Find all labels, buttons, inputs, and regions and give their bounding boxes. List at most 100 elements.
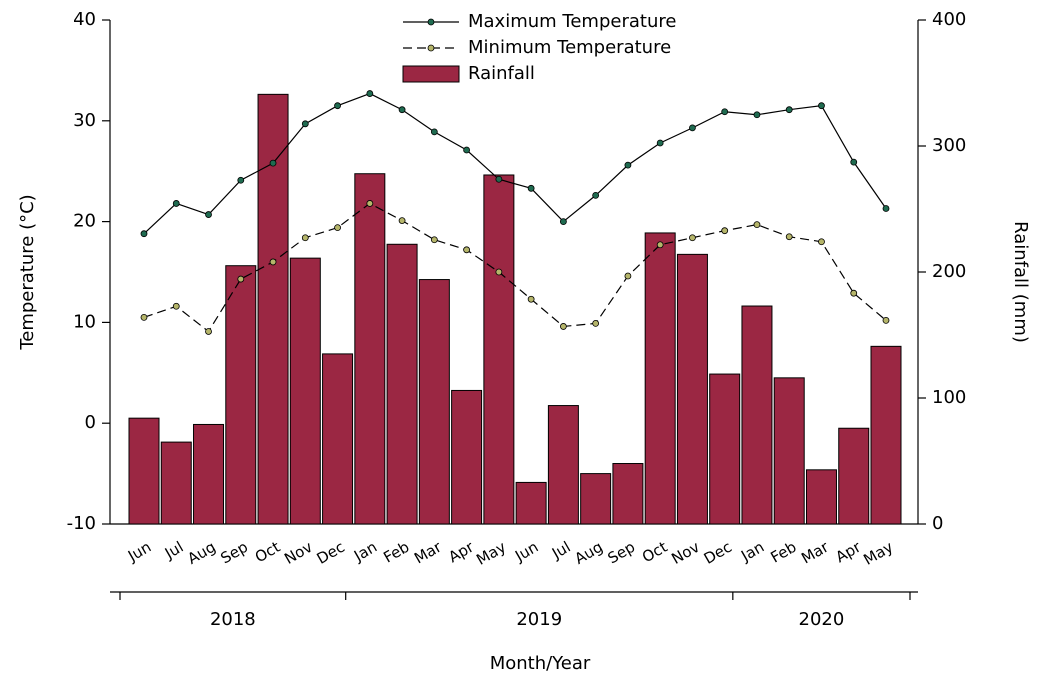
point	[237, 275, 245, 283]
x-tick-label: Oct	[639, 538, 671, 567]
point	[269, 159, 277, 167]
point	[721, 227, 729, 235]
bar	[644, 232, 676, 525]
bar	[612, 463, 644, 525]
legend-label: Minimum Temperature	[468, 37, 671, 58]
point	[172, 302, 180, 310]
x-tick-label: Mar	[798, 537, 832, 567]
y2-axis-title: Rainfall (mm)	[1010, 221, 1031, 343]
legend-marker	[427, 18, 435, 26]
x-tick-label: Apr	[833, 537, 865, 566]
x-tick-label: Nov	[668, 538, 702, 568]
point	[301, 120, 309, 128]
point	[398, 217, 406, 224]
x-axis-title: Month/Year	[490, 653, 591, 674]
x-tick-label: Nov	[281, 538, 315, 568]
y-tick-label: -10	[67, 513, 96, 534]
line	[143, 92, 887, 235]
y2-tick-label: 300	[932, 135, 966, 156]
x-tick-label: Jan	[737, 538, 767, 566]
bar	[580, 473, 612, 525]
bar	[354, 173, 386, 525]
point	[205, 211, 212, 218]
legend-label: Rainfall	[468, 63, 535, 84]
x-tick-label: Oct	[252, 538, 284, 567]
point	[527, 184, 535, 192]
point	[463, 146, 471, 154]
point	[818, 102, 825, 110]
legend-marker	[427, 44, 435, 52]
point	[140, 230, 148, 238]
bar	[870, 345, 902, 525]
line	[143, 202, 887, 333]
x-tick-label: Dec	[314, 538, 348, 568]
bar	[709, 373, 741, 525]
point	[334, 224, 341, 232]
bar	[289, 257, 321, 525]
x-tick-label: Aug	[184, 538, 218, 568]
x-tick-label: Dec	[701, 538, 735, 568]
y-tick-label: 0	[85, 412, 96, 433]
x-tick-label: Jun	[511, 538, 541, 566]
point	[237, 176, 245, 184]
point	[398, 106, 406, 114]
point	[366, 90, 374, 97]
point	[753, 221, 761, 229]
year-label: 2020	[799, 609, 845, 630]
bar	[160, 441, 192, 525]
legend-label: Maximum Temperature	[468, 11, 676, 32]
point	[140, 313, 148, 321]
point	[495, 268, 503, 276]
year-label: 2019	[516, 609, 562, 630]
bar	[515, 481, 547, 525]
point	[882, 316, 890, 324]
point	[624, 161, 632, 169]
point	[689, 124, 696, 132]
point	[624, 272, 632, 280]
bar	[741, 305, 773, 525]
point	[721, 108, 729, 116]
point	[495, 175, 503, 183]
y-axis-title: Temperature (°C)	[17, 194, 38, 350]
x-tick-label: Jul	[548, 538, 574, 563]
y2-tick-label: 400	[932, 9, 966, 30]
x-tick-label: May	[860, 538, 896, 569]
bar	[193, 423, 225, 525]
point	[785, 106, 793, 114]
y2-tick-label: 200	[932, 261, 966, 282]
bar	[257, 93, 289, 525]
bar	[676, 253, 708, 525]
bar	[225, 265, 257, 525]
point	[430, 128, 438, 136]
point	[366, 200, 374, 207]
y-tick-label: 20	[73, 211, 96, 232]
point	[656, 139, 664, 147]
point	[753, 111, 761, 119]
bar	[483, 174, 515, 525]
point	[850, 289, 858, 297]
point	[818, 238, 825, 246]
y-tick-label: 30	[73, 110, 96, 131]
point	[301, 234, 309, 242]
bar	[838, 427, 870, 525]
point	[592, 320, 600, 327]
bar	[805, 469, 837, 525]
x-tick-label: Aug	[572, 538, 606, 568]
point	[205, 328, 212, 335]
point	[527, 295, 535, 303]
y2-tick-label: 0	[932, 513, 943, 534]
legend-swatch	[402, 65, 460, 83]
y-tick-label: 40	[73, 9, 96, 30]
bar	[128, 417, 160, 525]
x-tick-label: May	[473, 538, 509, 569]
bar	[451, 389, 483, 525]
x-tick-label: Apr	[445, 537, 477, 566]
point	[334, 102, 341, 110]
point	[850, 158, 858, 166]
x-tick-label: Jul	[161, 538, 187, 563]
bar	[418, 279, 450, 525]
point	[172, 200, 180, 207]
point	[689, 234, 696, 242]
bar	[547, 405, 579, 525]
